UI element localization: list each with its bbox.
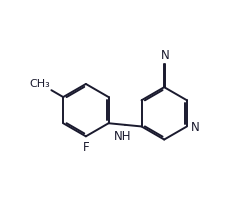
Text: NH: NH	[114, 130, 132, 143]
Text: N: N	[191, 121, 199, 134]
Text: CH₃: CH₃	[29, 79, 50, 89]
Text: F: F	[83, 141, 89, 154]
Text: N: N	[161, 49, 170, 62]
